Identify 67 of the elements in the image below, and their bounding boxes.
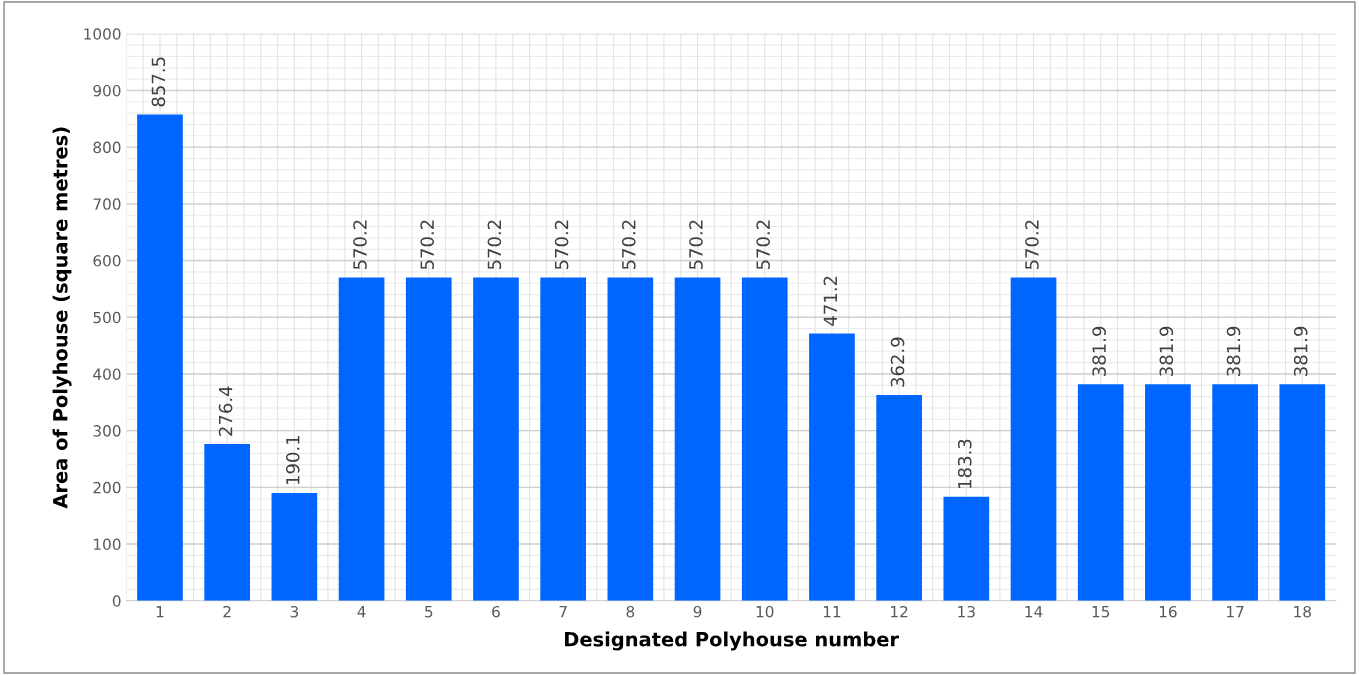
bar [1077,384,1124,601]
bar [741,277,788,601]
x-tick-label: 5 [425,606,433,618]
data-label: 183.3 [957,439,972,488]
y-tick-label: 0 [112,595,121,607]
data-label: 857.5 [151,57,166,107]
x-tick-label: 2 [223,605,231,618]
data-label: 570.2 [353,220,367,270]
data-label: 570.2 [1025,220,1039,270]
bar [137,114,183,601]
data-label: 570.2 [689,220,703,270]
x-tick-label: 16 [1159,605,1177,618]
y-tick-label: 800 [93,141,121,154]
bar [607,277,654,601]
x-tick-label: 4 [357,606,366,618]
y-tick-label: 300 [93,425,121,437]
x-tick-label: 14 [1025,606,1043,618]
data-label: 381.9 [1092,326,1106,376]
bar [1279,384,1326,601]
x-tick-label: 13 [958,605,975,618]
bar [1212,384,1258,601]
x-tick-label: 1 [156,606,164,618]
data-label: 381.9 [1293,326,1308,376]
x-tick-label: 8 [626,605,635,618]
bar [809,333,855,601]
bar [473,277,519,601]
bar [338,277,385,601]
bar [943,496,990,601]
y-tick-label: 700 [93,198,121,210]
data-label: 381.9 [1226,326,1241,376]
bar [876,394,922,601]
data-label: 570.2 [756,220,770,270]
x-tick-label: 6 [492,605,500,618]
data-label: 276.4 [218,386,233,436]
x-tick-label: 17 [1227,606,1244,618]
bar [271,492,318,601]
bar [540,277,586,601]
x-tick-label: 15 [1092,606,1110,618]
y-tick-label: 100 [94,538,121,551]
y-tick-label: 600 [93,255,121,267]
y-tick-label: 400 [93,368,121,380]
y-tick-label: 200 [93,481,121,494]
data-label: 471.2 [823,276,837,326]
y-tick-label: 1000 [84,28,121,40]
x-tick-label: 3 [290,605,299,618]
x-tick-label: 18 [1294,605,1311,618]
data-label: 570.2 [621,220,636,270]
data-label: 570.2 [554,220,569,270]
x-tick-label: 10 [756,605,774,618]
bar [204,444,251,601]
data-label: 381.9 [1159,326,1174,376]
data-label: 570.2 [487,220,502,270]
bar [1010,277,1057,601]
data-label: 190.1 [285,436,300,485]
x-tick-label: 9 [693,605,702,618]
data-label: 362.9 [890,337,905,387]
bar [1145,384,1191,601]
y-tick-label: 900 [93,84,121,97]
x-axis-title: Designated Polyhouse number [565,631,899,651]
bar [674,277,721,601]
x-tick-label: 11 [823,606,841,618]
x-tick-label: 7 [559,606,567,618]
x-tick-label: 12 [891,605,908,618]
bar [405,277,452,601]
data-label: 570.2 [420,220,434,270]
y-axis-title: Area of Polyhouse (square metres) [52,127,72,509]
y-tick-label: 500 [93,311,121,324]
